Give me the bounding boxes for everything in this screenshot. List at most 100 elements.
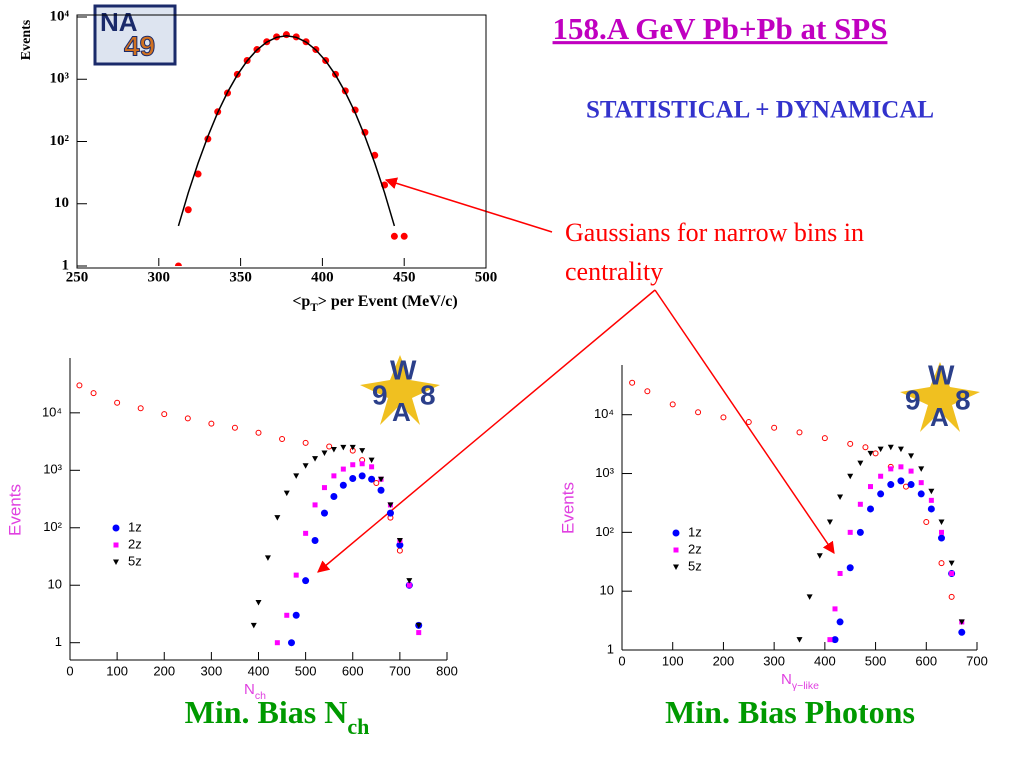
marker [326, 443, 333, 450]
marker [888, 466, 894, 472]
marker [373, 480, 380, 487]
marker [771, 424, 778, 431]
x-tick-label: 700 [966, 653, 988, 668]
marker [76, 382, 83, 389]
caption-part: Min. Bias Photons [665, 694, 915, 730]
x-tick-label: 450 [393, 269, 416, 285]
marker [918, 480, 924, 486]
wa98-logo: 9 W A 8 [900, 359, 980, 432]
marker [816, 553, 823, 559]
marker [311, 537, 319, 545]
marker [279, 436, 286, 443]
x-axis-label-part: <p [292, 293, 310, 310]
y-tick-label: 10⁴ [42, 404, 62, 419]
marker [836, 618, 844, 626]
marker [320, 509, 328, 517]
x-axis-label: Nγ−like [781, 671, 819, 692]
marker [350, 462, 356, 468]
marker [340, 444, 347, 451]
x-tick-label: 200 [713, 653, 735, 668]
y-axis-label: Events [558, 482, 577, 534]
marker [396, 547, 403, 554]
marker [745, 419, 752, 426]
marker [284, 612, 290, 618]
y-tick-label: 10² [595, 524, 614, 539]
marker [644, 388, 651, 395]
legend-label: 2z [688, 541, 702, 556]
y-tick-label: 10 [48, 577, 62, 592]
marker [349, 475, 357, 483]
marker [406, 578, 413, 584]
marker [302, 439, 309, 446]
marker [917, 490, 925, 498]
marker [377, 486, 385, 494]
marker [400, 232, 408, 240]
x-tick-label: 100 [106, 663, 128, 678]
marker [359, 448, 366, 454]
y-tick-label: 10⁴ [50, 8, 70, 24]
slide-title: 158.A GeV Pb+Pb at SPS [553, 11, 888, 46]
caption: Min. Bias Nch [185, 694, 370, 738]
logo-text: 9 [905, 384, 921, 415]
marker [928, 488, 935, 495]
x-tick-label: 250 [66, 269, 89, 285]
marker [831, 636, 839, 644]
logo-text: 49 [124, 30, 155, 61]
marker [939, 529, 944, 535]
marker [250, 622, 257, 629]
marker [339, 481, 347, 489]
x-tick-label: 350 [229, 269, 252, 285]
x-tick-label: 600 [915, 653, 937, 668]
logo-text: 8 [955, 384, 971, 415]
marker [796, 429, 803, 436]
marker [872, 450, 879, 457]
x-tick-label: 400 [814, 653, 836, 668]
caption-part: ch [347, 714, 369, 739]
x-tick-label: 800 [436, 663, 458, 678]
marker [113, 559, 119, 565]
marker [846, 564, 854, 572]
marker [877, 446, 884, 453]
x-axis-label-part: N [781, 671, 792, 688]
logo-text: NA [100, 7, 138, 37]
marker [349, 444, 356, 451]
marker [255, 429, 262, 436]
logo-text: A [392, 397, 411, 427]
caption: Min. Bias Photons [665, 694, 915, 730]
marker [867, 505, 874, 513]
x-tick-label: 500 [475, 269, 498, 285]
y-tick-label: 10⁴ [594, 406, 614, 421]
marker [113, 542, 119, 548]
y-tick-label: 10 [54, 195, 69, 211]
marker [832, 606, 838, 612]
marker [415, 622, 422, 629]
logo-text: 8 [420, 379, 436, 410]
arrow [317, 289, 656, 573]
legend-label: 1z [128, 519, 142, 534]
x-tick-label: 300 [201, 663, 223, 678]
marker [878, 473, 884, 479]
marker [184, 206, 192, 214]
marker [358, 472, 366, 480]
caption-part: Min. Bias N [185, 694, 348, 730]
y-tick-label: 10³ [43, 462, 62, 477]
marker [847, 440, 854, 447]
marker [847, 529, 853, 535]
marker [821, 435, 828, 442]
marker [396, 541, 404, 549]
marker [396, 538, 403, 544]
annotation: centrality [565, 257, 663, 286]
y-tick-label: 1 [607, 641, 614, 656]
marker [282, 31, 290, 39]
arrow [384, 177, 553, 233]
marker [938, 560, 945, 567]
marker [868, 484, 873, 490]
y-tick-label: 10³ [50, 71, 70, 87]
x-axis-label-part: γ−like [792, 680, 819, 692]
marker [378, 476, 385, 483]
marker [161, 411, 168, 418]
y-tick-label: 10² [43, 519, 62, 534]
x-axis-label: Nch [244, 681, 266, 702]
x-tick-label: 600 [342, 663, 364, 678]
x-tick-label: 700 [389, 663, 411, 678]
